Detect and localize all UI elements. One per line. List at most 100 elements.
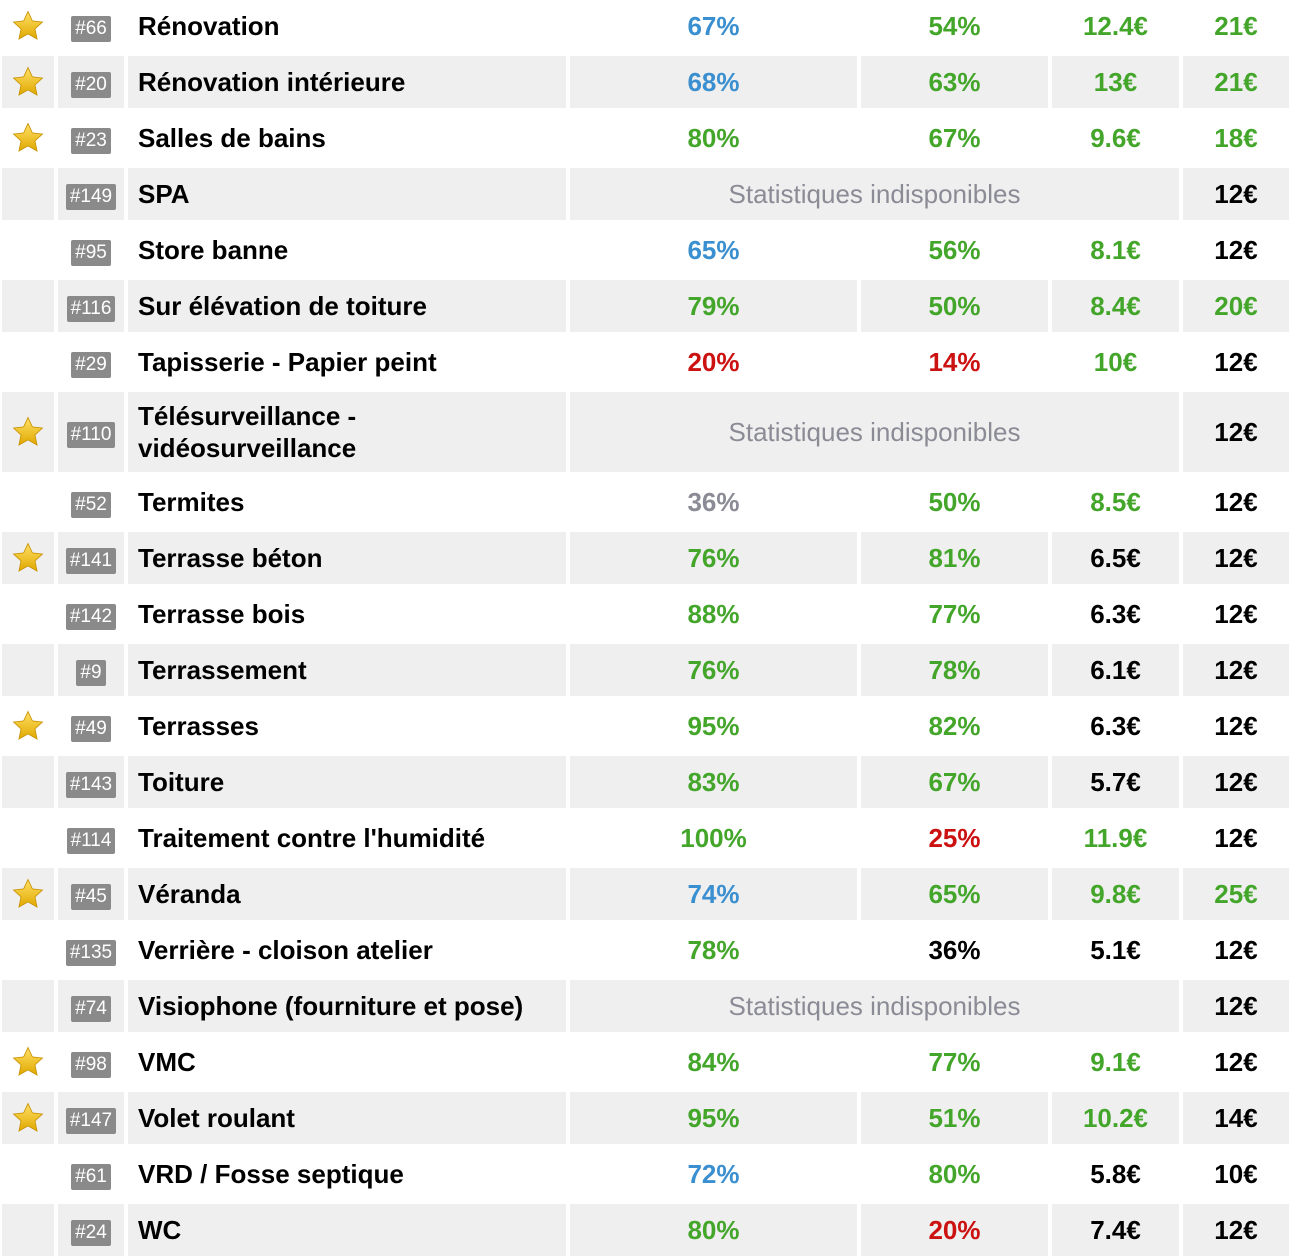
- category-name: Sur élévation de toiture: [128, 280, 566, 332]
- rank-cell: #149: [58, 168, 124, 220]
- table-row: #52 Termites 36% 50% 8.5€ 12€: [2, 476, 1289, 528]
- stat-2-cell: 14%: [928, 346, 981, 377]
- price-cell: 10€: [1214, 1158, 1258, 1189]
- star-icon: [11, 1101, 45, 1132]
- avg-cost-cell: 11.9€: [1083, 822, 1148, 853]
- rank-badge: #61: [71, 1164, 111, 1190]
- stat-1-cell: 95%: [570, 1092, 857, 1144]
- category-name: Tapisserie - Papier peint: [138, 347, 437, 377]
- favorite-cell: [2, 700, 54, 752]
- avg-cost-cell: 10€: [1093, 346, 1138, 377]
- rank-cell: #110: [58, 392, 124, 472]
- table-row: #149 SPA Statistiques indisponibles 12€: [2, 168, 1289, 220]
- table-row: #95 Store banne 65% 56% 8.1€ 12€: [2, 224, 1289, 276]
- avg-cost-cell: 8.1€: [1090, 234, 1141, 265]
- table-row: #143 Toiture 83% 67% 5.7€ 12€: [2, 756, 1289, 808]
- stats-unavailable: Statistiques indisponibles: [570, 168, 1179, 220]
- table-row: #24 WC 80% 20% 7.4€ 12€: [2, 1204, 1289, 1256]
- stat-2-cell: 54%: [928, 10, 981, 41]
- category-name: Toiture: [128, 756, 566, 808]
- price-cell: 12€: [1214, 934, 1258, 965]
- category-name: Véranda: [128, 868, 566, 920]
- stat-2-cell: 77%: [928, 1046, 981, 1077]
- price-cell: 12€: [1183, 392, 1289, 472]
- stat-2-cell: 25%: [928, 822, 981, 853]
- price-cell: 12€: [1214, 234, 1258, 265]
- rank-badge: #9: [76, 660, 106, 686]
- table-row: #45 Véranda 74% 65% 9.8€ 25€: [2, 868, 1289, 920]
- stat-1-cell: 95%: [687, 710, 740, 741]
- price-cell: 12€: [1214, 486, 1258, 517]
- stat-1-cell: 88%: [687, 598, 740, 629]
- stat-1-cell: 36%: [687, 486, 740, 517]
- category-name: Terrasses: [138, 711, 259, 741]
- star-icon: [11, 121, 45, 152]
- favorite-cell: [2, 224, 54, 276]
- category-name: VMC: [138, 1047, 196, 1077]
- stat-2-cell: 63%: [861, 56, 1048, 108]
- price-cell: 12€: [1183, 980, 1289, 1032]
- star-icon: [11, 415, 45, 446]
- favorite-cell: [2, 924, 54, 976]
- rank-badge: #149: [65, 184, 117, 210]
- favorite-cell: [2, 168, 54, 220]
- favorite-cell: [2, 868, 54, 920]
- table-row: #141 Terrasse béton 76% 81% 6.5€ 12€: [2, 532, 1289, 584]
- category-name: Terrassement: [128, 644, 566, 696]
- table-row: #66 Rénovation 67% 54% 12.4€ 21€: [2, 0, 1289, 52]
- avg-cost-cell: 10.2€: [1052, 1092, 1179, 1144]
- stat-1-cell: 80%: [687, 122, 740, 153]
- star-icon: [11, 877, 45, 908]
- avg-cost-cell: 9.6€: [1090, 122, 1141, 153]
- stats-unavailable: Statistiques indisponibles: [570, 392, 1179, 472]
- price-cell: 25€: [1183, 868, 1289, 920]
- avg-cost-cell: 8.5€: [1090, 486, 1141, 517]
- rank-cell: #20: [58, 56, 124, 108]
- rank-badge: #135: [65, 940, 117, 966]
- table-row: #116 Sur élévation de toiture 79% 50% 8.4€ 20…: [2, 280, 1289, 332]
- favorite-cell: [2, 756, 54, 808]
- avg-cost-cell: 6.3€: [1090, 710, 1141, 741]
- stat-1-cell: 78%: [687, 934, 740, 965]
- favorite-cell: [2, 812, 54, 864]
- table-row: #147 Volet roulant 95% 51% 10.2€ 14€: [2, 1092, 1289, 1144]
- category-name: Rénovation: [138, 11, 280, 41]
- category-name: Verrière - cloison atelier: [138, 935, 433, 965]
- stat-2-cell: 82%: [928, 710, 981, 741]
- table-row: #74 Visiophone (fourniture et pose) Statis…: [2, 980, 1289, 1032]
- rank-badge: #45: [71, 884, 111, 910]
- star-icon: [11, 709, 45, 740]
- price-cell: 12€: [1183, 168, 1289, 220]
- rank-badge: #52: [71, 492, 111, 518]
- price-cell: 14€: [1183, 1092, 1289, 1144]
- table-row: #61 VRD / Fosse septique 72% 80% 5.8€ 10€: [2, 1148, 1289, 1200]
- favorite-cell: [2, 1204, 54, 1256]
- table-row: #29 Tapisserie - Papier peint 20% 14% 10€ 12€: [2, 336, 1289, 388]
- favorite-cell: [2, 336, 54, 388]
- price-cell: 18€: [1214, 122, 1258, 153]
- rank-cell: #147: [58, 1092, 124, 1144]
- price-cell: 12€: [1214, 710, 1258, 741]
- rank-badge: #116: [66, 296, 116, 322]
- category-name: Terrasse béton: [128, 532, 566, 584]
- category-name: VRD / Fosse septique: [138, 1159, 404, 1189]
- rank-cell: #49: [58, 700, 124, 752]
- favorite-cell: [2, 0, 54, 52]
- stat-1-cell: 76%: [570, 532, 857, 584]
- stat-1-cell: 65%: [687, 234, 740, 265]
- category-name: Visiophone (fourniture et pose): [128, 980, 566, 1032]
- stat-2-cell: 65%: [861, 868, 1048, 920]
- category-name: Rénovation intérieure: [128, 56, 566, 108]
- category-name: Volet roulant: [128, 1092, 566, 1144]
- stat-2-cell: 80%: [928, 1158, 981, 1189]
- price-cell: 12€: [1183, 1204, 1289, 1256]
- table-row: #20 Rénovation intérieure 68% 63% 13€ 21€: [2, 56, 1289, 108]
- avg-cost-cell: 12.4€: [1082, 10, 1149, 41]
- rank-cell: #143: [58, 756, 124, 808]
- category-name: Termites: [138, 487, 245, 517]
- price-cell: 12€: [1214, 822, 1258, 853]
- rank-cell: #9: [58, 644, 124, 696]
- rank-cell: #95: [58, 224, 124, 276]
- stat-1-cell: 100%: [680, 822, 747, 853]
